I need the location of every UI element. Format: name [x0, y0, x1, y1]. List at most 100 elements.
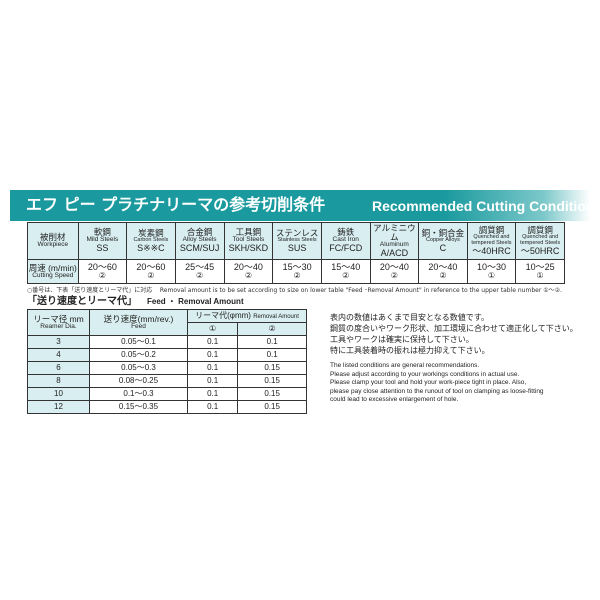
- note-line: 特に工具装着時の振れは極力抑えて下さい。: [330, 346, 490, 355]
- speed-value: 10～25: [525, 261, 555, 272]
- reference-note: ○番号は、下表「送り速度とリーマ代」に対応 Removal amount is …: [27, 287, 562, 294]
- material-code: A/ACD: [380, 247, 409, 258]
- material-header: 工具鋼 Tool Steels SKH/SKD: [223, 222, 274, 260]
- removal-2-cell: 0.1: [237, 348, 307, 362]
- workpiece-label: 被削材 Workpiece: [27, 222, 79, 260]
- material-header: 調質鋼 Quenched and tempered Steels ～40HRC: [466, 222, 517, 260]
- removal-1-header: ①: [186, 322, 239, 336]
- note-line: Please adjust according to your workings…: [330, 370, 520, 378]
- ref-number: ②: [196, 271, 204, 281]
- ref-number: ②: [98, 271, 106, 281]
- title-jp: エフ ピー プラチナリーマの参考切削条件: [26, 195, 326, 214]
- material-en: Quenched and tempered Steels: [520, 233, 561, 246]
- dia-cell: 6: [27, 361, 90, 375]
- speed-value: 20～40: [379, 261, 409, 272]
- note-jp: ○番号は、下表「送り速度とリーマ代」に対応: [27, 287, 153, 294]
- material-en: Cast Iron: [332, 236, 359, 244]
- table-row: 6 0.05～0.3 0.1 0.15: [27, 361, 307, 375]
- speed-cell: 20～40 ②: [223, 259, 274, 284]
- material-code: SKH/SKD: [228, 243, 269, 254]
- removal-2-cell: 0.15: [237, 387, 307, 401]
- section-title-en: Feed ・ Removal Amount: [147, 297, 244, 306]
- dia-cell: 10: [27, 387, 90, 401]
- removal-1-cell: 0.1: [186, 348, 239, 362]
- note-line: Please clamp your tool and hold your wor…: [330, 379, 527, 386]
- ref-number: ②: [244, 271, 252, 281]
- material-header: 鋳鉄 Cast Iron FC/FCD: [320, 222, 371, 260]
- material-jp: 銅・銅合金: [421, 227, 465, 238]
- note-line: please pay close attention to the runout…: [330, 387, 544, 395]
- material-code: SCM/SUJ: [179, 243, 220, 254]
- feed-cell: 0.15～0.35: [89, 400, 188, 414]
- material-code: S※※C: [137, 242, 165, 253]
- speed-value: 20～60: [87, 261, 117, 272]
- table-row: 3 0.05～0.1 0.1 0.1: [27, 335, 307, 349]
- removal-2-cell: 0.1: [237, 335, 307, 349]
- speed-value: 10～30: [476, 261, 506, 272]
- feed-cell: 0.1～0.3: [89, 387, 188, 401]
- workpiece-row: 被削材 Workpiece 軟鋼 Mild Steels SS 炭素鋼 Carbon St…: [27, 222, 565, 260]
- label-jp: 周速 (m/min): [28, 262, 77, 273]
- removal-1-cell: 0.1: [186, 361, 239, 375]
- material-jp: 調質鋼: [527, 225, 553, 236]
- feed-header-en: Feed: [131, 322, 146, 330]
- ref-number: ①: [487, 271, 496, 281]
- title-banner: エフ ピー プラチナリーマの参考切削条件 Recommended Cutting…: [10, 190, 600, 221]
- ref-number: ②: [390, 271, 398, 281]
- material-code: C: [439, 242, 447, 253]
- material-code: SS: [96, 243, 109, 254]
- removal-header-en: Removal Amount: [253, 313, 299, 320]
- material-header: アルミニウム Aluminum A/ACD: [369, 222, 420, 260]
- feed-removal-table: リーマ径 mm Reamer Dia. 送り速度(mm/rev.) Feed リーマ…: [27, 309, 307, 414]
- removal-2-header: ②: [237, 322, 307, 336]
- speed-cell: 10～25 ①: [515, 259, 565, 284]
- ref-number: ②: [439, 271, 447, 281]
- material-en: Copper Alloys: [425, 236, 460, 243]
- note-en: Removal amount is to be set according to…: [159, 287, 562, 294]
- label-en: Workpiece: [37, 241, 69, 249]
- material-en: Carbon Steels: [133, 236, 169, 243]
- speed-value: 15～30: [282, 261, 312, 272]
- material-header: 炭素鋼 Carbon Steels S※※C: [126, 222, 176, 260]
- speed-cell: 15～30 ②: [272, 259, 322, 284]
- removal-1-cell: 0.1: [186, 387, 239, 401]
- material-jp: 調質鋼: [478, 225, 505, 236]
- note-line: 表内の数値はあくまで目安となる数値です。: [330, 313, 489, 322]
- material-header: 合金鋼 Alloy Steels SCM/SUJ: [174, 222, 225, 260]
- material-header: ステンレス Stainless Steels SUS: [272, 222, 322, 260]
- feed-header-jp: 送り速度(mm/rev.): [103, 313, 174, 324]
- table-row: 12 0.15～0.35 0.1 0.15: [27, 400, 307, 414]
- material-en: Tool Steels: [232, 236, 265, 244]
- speed-cell: 20～60 ②: [77, 259, 128, 284]
- note-line: The listed conditions are general recomm…: [330, 362, 480, 369]
- material-code: ～50HRC: [520, 245, 560, 256]
- feed-cell: 0.05～0.2: [89, 348, 188, 362]
- dia-header-en: Reamer Dia.: [40, 322, 77, 330]
- dia-cell: 4: [27, 348, 90, 362]
- removal-header: リーマ代(φmm) Removal Amount: [187, 309, 307, 323]
- removal-2-cell: 0.15: [237, 400, 307, 414]
- material-code: ～40HRC: [472, 245, 511, 256]
- table-row: 10 0.1～0.3 0.1 0.15: [27, 387, 307, 401]
- removal-1-cell: 0.1: [186, 400, 239, 414]
- feed-header: 送り速度(mm/rev.) Feed: [89, 309, 188, 336]
- material-jp: ステンレス: [275, 227, 319, 238]
- removal-header-jp: リーマ代(φmm): [195, 310, 251, 320]
- label-en: Cutting Speed: [32, 271, 74, 279]
- dia-header: リーマ径 mm Reamer Dia.: [27, 309, 90, 336]
- material-header: 銅・銅合金 Copper Alloys C: [418, 222, 468, 260]
- speed-value: 20～40: [233, 261, 263, 272]
- material-header: 軟鋼 Mild Steels SS: [77, 222, 128, 260]
- speed-label: 周速 (m/min) Cutting Speed: [27, 259, 79, 284]
- section-title: 「送り速度とリーマ代」 Feed ・ Removal Amount: [27, 296, 244, 307]
- speed-cell: 20～40 ②: [418, 259, 468, 284]
- speed-cell: 15～40 ②: [320, 259, 371, 284]
- material-code: SUS: [287, 242, 307, 253]
- table-row: 8 0.08～0.25 0.1 0.15: [27, 374, 307, 388]
- feed-header-row: リーマ径 mm Reamer Dia. 送り速度(mm/rev.) Feed リーマ…: [27, 309, 307, 336]
- removal-1-cell: 0.1: [186, 335, 239, 349]
- feed-cell: 0.08～0.25: [89, 374, 188, 388]
- material-en: Alloy Steels: [182, 236, 217, 244]
- note-line: 工具やワークは確実に保持して下さい。: [330, 335, 474, 344]
- material-header: 調質鋼 Quenched and tempered Steels ～50HRC: [515, 222, 565, 260]
